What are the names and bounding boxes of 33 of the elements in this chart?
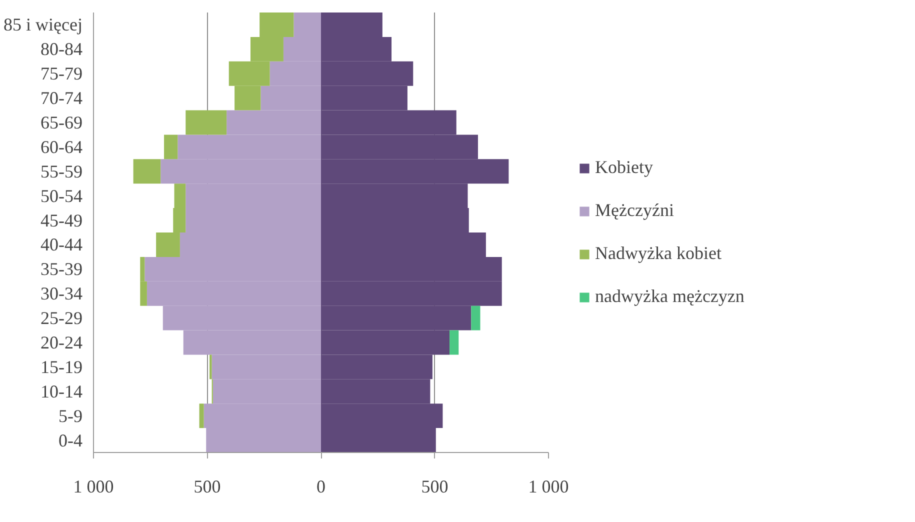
y-tick-label: 30-34 bbox=[40, 284, 83, 304]
legend-label: Mężczyźni bbox=[595, 200, 674, 221]
bar bbox=[199, 404, 204, 428]
y-tick-label: 15-19 bbox=[40, 356, 83, 377]
bar bbox=[133, 159, 161, 184]
y-tick-label: 10-14 bbox=[40, 381, 83, 402]
y-tick-label: 75-79 bbox=[40, 64, 83, 84]
y-tick-label: 70-74 bbox=[40, 88, 83, 108]
y-tick-label: 40-44 bbox=[40, 234, 83, 255]
y-tick-label: 60-64 bbox=[40, 136, 83, 157]
legend-label: Nadwyżka kobiet bbox=[595, 243, 722, 264]
y-tick-label: 65-69 bbox=[40, 112, 83, 132]
y-tick-label: 5-9 bbox=[58, 406, 83, 426]
y-tick-label: 85 i więcej bbox=[4, 14, 83, 35]
y-tick-label: 25-29 bbox=[40, 308, 83, 328]
x-tick-label: 500 bbox=[194, 476, 221, 496]
x-tick-label: 500 bbox=[421, 476, 448, 496]
y-tick-label: 0-4 bbox=[58, 430, 83, 450]
legend-label: Kobiety bbox=[595, 157, 653, 178]
bar bbox=[471, 306, 480, 330]
y-tick-label: 45-49 bbox=[40, 210, 83, 230]
y-tick-label: 35-39 bbox=[40, 259, 83, 280]
bar bbox=[164, 134, 178, 160]
bar bbox=[186, 110, 227, 135]
x-tick-label: 1 000 bbox=[528, 476, 569, 496]
legend-label: nadwyżka mężczyzn bbox=[595, 286, 744, 307]
y-tick-label: 55-59 bbox=[40, 161, 83, 182]
y-tick-label: 80-84 bbox=[40, 39, 83, 60]
y-tick-label: 50-54 bbox=[40, 186, 83, 206]
x-tick-label: 0 bbox=[316, 476, 326, 496]
x-tick-label: 1 000 bbox=[73, 476, 114, 496]
y-tick-label: 20-24 bbox=[40, 332, 83, 352]
bar bbox=[450, 330, 459, 355]
